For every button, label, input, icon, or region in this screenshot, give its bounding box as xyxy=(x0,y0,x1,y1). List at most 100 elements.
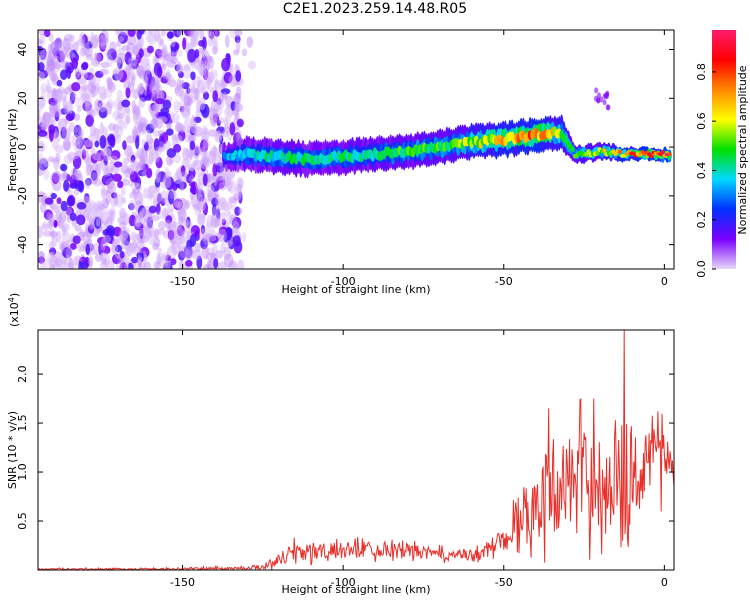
spectrogram-noise-blob xyxy=(81,42,91,56)
spectrogram-noise-blob xyxy=(215,249,224,259)
spectrogram-noise-blob xyxy=(212,90,219,103)
spectrogram-noise-blob xyxy=(91,152,102,161)
spectrogram-noise-blob xyxy=(142,225,148,233)
spectrogram-noise-blob xyxy=(195,87,201,102)
spectrogram-noise-blob xyxy=(69,91,76,105)
spectrogram-noise-blob xyxy=(130,69,135,82)
spectrogram-noise-blob xyxy=(81,34,88,45)
spectrogram-noise-blob xyxy=(178,129,186,142)
spectrogram-noise-blob xyxy=(74,224,82,232)
spectrogram-noise-blob xyxy=(175,49,183,57)
spectrogram-noise-blob xyxy=(147,137,155,148)
spectrogram-noise-blob xyxy=(150,76,160,88)
spectrogram-noise-blob xyxy=(205,151,215,163)
spectrogram-noise-blob xyxy=(103,199,109,213)
spectrogram-noise-blob xyxy=(38,38,43,45)
spectrogram-noise-blob xyxy=(89,172,99,185)
spectrogram-noise-blob xyxy=(43,209,53,221)
colorbar-tick-label: 0.4 xyxy=(695,162,708,180)
spectrogram-noise-blob xyxy=(127,62,137,71)
spectrogram-noise-blob xyxy=(61,241,69,249)
spectrogram-noise-blob xyxy=(141,138,147,146)
spectrogram-noise-blob xyxy=(219,82,226,90)
spectrogram-noise-blob xyxy=(189,126,196,136)
spectrogram-noise-blob xyxy=(85,178,91,190)
spectrogram-noise-blob xyxy=(189,193,195,201)
spectrogram-noise-blob xyxy=(66,196,75,207)
spectrogram-noise-blob xyxy=(172,30,182,38)
spectrogram-noise-blob xyxy=(90,85,96,94)
spectrogram-noise-blob xyxy=(120,240,131,250)
spectrogram-noise-blob xyxy=(138,159,146,172)
spectrogram-noise-blob xyxy=(102,126,108,137)
spectrogram-noise-blob xyxy=(175,167,180,181)
spectrogram-noise-blob xyxy=(54,212,63,222)
spectrogram-noise-blob xyxy=(76,170,81,180)
spectrogram-noise-blob xyxy=(164,53,173,62)
spectrogram-noise-blob xyxy=(100,92,107,100)
spectrogram-noise-blob xyxy=(162,73,172,80)
spectrogram-noise-blob xyxy=(60,163,68,172)
spectrogram-noise-blob xyxy=(88,133,97,143)
spectrogram-noise-blob xyxy=(184,201,190,210)
spectrogram-noise-blob xyxy=(162,47,167,58)
spectrogram-noise-blob xyxy=(212,108,219,115)
spectrogram-noise-blob xyxy=(38,107,41,122)
spectrogram-noise-blob xyxy=(176,30,182,37)
spectrogram-noise-blob xyxy=(83,72,94,81)
spectrogram-noise-blob xyxy=(195,201,202,211)
spectrogram-noise-blob xyxy=(138,261,146,269)
spectrogram-noise-blob xyxy=(157,171,167,183)
spectrogram-noise-blob xyxy=(210,98,221,113)
spectrogram-noise-blob xyxy=(46,55,54,67)
spectrogram-noise-blob xyxy=(49,247,57,256)
spectrogram-noise-blob xyxy=(196,64,203,71)
spectrogram-noise-blob xyxy=(237,259,245,269)
snr-x-tick-label: -50 xyxy=(495,576,513,589)
spectrogram-noise-blob xyxy=(116,47,126,55)
spectrogram-noise-blob xyxy=(38,121,46,133)
spectrogram-noise-blob xyxy=(124,262,129,269)
spectrogram-noise-blob xyxy=(209,69,219,80)
spectrogram-noise-blob xyxy=(202,264,212,269)
spectrogram-noise-blob xyxy=(85,114,94,127)
spectrogram-noise-blob xyxy=(84,139,94,148)
spectrogram-noise-blob xyxy=(202,125,207,136)
spectrogram-noise-blob xyxy=(57,117,68,132)
spectrogram-noise-blob xyxy=(183,93,191,107)
spectrogram-noise-blob xyxy=(196,166,202,178)
spectrogram-noise-blob xyxy=(135,240,145,250)
spectrogram-noise-blob xyxy=(129,199,136,212)
spectrogram-noise-blob xyxy=(65,47,74,59)
spectrogram-noise-blob xyxy=(115,114,123,123)
spectrogram-noise-blob xyxy=(155,168,161,182)
spectrogram-noise-blob xyxy=(189,30,199,43)
spectrogram-noise-blob xyxy=(160,107,170,114)
spectrogram-noise-blob xyxy=(95,217,101,227)
spectrogram-noise-blob xyxy=(54,90,63,105)
spectrogram-noise-blob xyxy=(219,211,226,224)
spectrogram-noise-blob xyxy=(201,131,210,141)
spectrogram-noise-blob xyxy=(200,158,209,170)
spectrogram-noise-blob xyxy=(200,224,206,235)
spectrogram-noise-blob xyxy=(38,250,45,264)
spectrogram-noise-blob xyxy=(99,41,108,50)
spectrogram-noise-blob xyxy=(187,164,194,172)
spectrogram-noise-blob xyxy=(232,227,240,237)
snr-x-tick-label: -150 xyxy=(170,576,195,589)
spectrogram-noise-blob xyxy=(73,188,80,196)
spectrogram-noise-blob xyxy=(183,96,191,108)
spectrogram-noise-blob xyxy=(60,243,66,252)
spectrogram-noise-blob xyxy=(109,155,119,163)
spectrogram-noise-blob xyxy=(153,138,160,152)
spectrogram-noise-blob xyxy=(210,216,220,226)
spectrogram-noise-blob xyxy=(157,210,167,219)
spectrogram-noise-blob xyxy=(229,122,236,136)
spectrogram-noise-blob xyxy=(188,174,195,183)
spectrogram-noise-blob xyxy=(172,181,178,191)
spectrogram-noise-blob xyxy=(39,261,46,269)
spectrogram-noise-blob xyxy=(196,79,206,94)
spectrogram-noise-blob xyxy=(138,116,147,128)
spectrogram-noise-blob xyxy=(147,189,154,202)
spectrogram-noise-blob xyxy=(95,200,103,212)
